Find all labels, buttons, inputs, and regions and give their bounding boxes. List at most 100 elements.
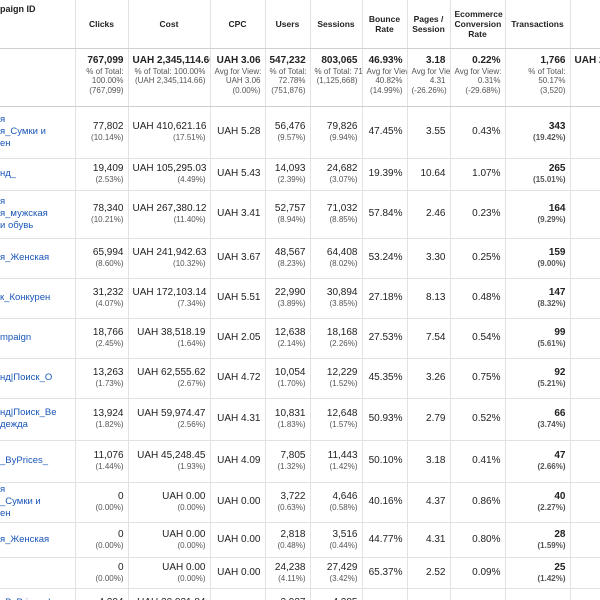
metric-value: 10,831: [274, 408, 306, 420]
campaign-link[interactable]: _Сумки и: [0, 496, 41, 507]
metric-value: 14,093: [274, 163, 306, 175]
metric-value: 2.46: [426, 208, 446, 219]
metric-value: 0: [117, 528, 124, 540]
metric-cell: UAH 105,295.03 (4.49%): [127, 158, 210, 191]
metric-value: 4.31: [426, 533, 446, 545]
campaign-link[interactable]: я_Женская: [0, 533, 50, 545]
metric-value: 99: [554, 327, 566, 339]
metric-share: (3.42%): [329, 573, 358, 583]
totals-cell: 1,766% of Total: 50.17% (3,520): [504, 48, 570, 107]
metric-cell: 3.55: [406, 106, 450, 159]
campaign-link[interactable]: _ByPrices_I: [0, 597, 71, 600]
metric-share: (0.00%): [177, 540, 206, 550]
total-note: (751,876): [271, 85, 306, 95]
total-note: (0.00%): [232, 85, 261, 95]
campaign-link[interactable]: ен: [0, 508, 11, 519]
total-note: % of Total: 71.34%: [314, 66, 363, 76]
metric-cell: UAH 410,621.16 (17.51%): [127, 106, 210, 159]
metric-value: UAH 2.05: [217, 332, 261, 343]
metric-value: 45.35%: [368, 372, 403, 383]
campaign-link[interactable]: ен: [0, 138, 11, 149]
metric-cell: 92 (5.21%): [504, 358, 570, 399]
campaign-link[interactable]: я_мужская: [0, 208, 48, 219]
total-note: (767,099): [89, 85, 124, 95]
metric-share: (4.49%): [177, 175, 206, 185]
header-cell: Ecommerce Conversion Rate: [449, 0, 505, 49]
total-note: (UAH 2,345,114.66): [134, 76, 206, 85]
metric-share: (4.11%): [278, 573, 306, 583]
metric-value: 0.09%: [472, 566, 501, 578]
metric-cell: 71,032 (8.85%): [309, 190, 362, 239]
campaign-link[interactable]: я: [0, 114, 6, 125]
column-header[interactable]: Pages / Session: [412, 13, 445, 34]
header-cell: Users: [264, 0, 310, 49]
metric-share: (0.44%): [329, 540, 358, 550]
metric-value: UAH 38,518.19: [137, 327, 206, 339]
metric-value: 3.55: [426, 126, 446, 137]
metric-cell: 10.64: [406, 158, 450, 191]
metric-cell: 25 (1.42%): [504, 557, 570, 589]
campaign-link[interactable]: я: [0, 196, 6, 207]
data-row: нд_ 19,409 (2.53%) UAH 105,295.03 (4.49%) UAH…: [0, 158, 600, 191]
metric-cell: 0.48%: [449, 278, 505, 319]
metric-cell: UAH 4.09: [209, 440, 265, 483]
metric-cell: 53.24%: [361, 238, 407, 279]
metric-value: 11,443: [327, 450, 358, 462]
metric-cell: 7,805 (1.32%): [264, 440, 310, 483]
metric-share: (8.23%): [277, 259, 306, 269]
campaign-cell: нд|Поиск_Ве дежда: [0, 398, 75, 441]
metric-share: (1.52%): [329, 379, 358, 389]
campaign-link[interactable]: и обувь: [0, 220, 34, 231]
column-header[interactable]: paign ID: [0, 4, 36, 14]
column-header[interactable]: Sessions: [317, 18, 355, 29]
metric-value: 3.26: [426, 372, 446, 383]
metric-share: (1.57%): [329, 420, 358, 430]
metric-share: (0.00%): [177, 573, 206, 583]
metric-value: 77,802: [92, 121, 124, 133]
campaign-link[interactable]: я_Женская: [0, 252, 50, 263]
metric-cell: 11,443 (1.42%): [309, 440, 362, 483]
metric-cell: UAH 5.43: [209, 158, 265, 191]
metric-value: UAH 62,555.62: [137, 367, 206, 379]
metric-cell: 0 (0.00%): [74, 482, 128, 523]
metric-cell: 24,682 (3.07%): [309, 158, 362, 191]
metric-value: 1.07%: [472, 168, 501, 179]
metric-cell: 44.77%: [361, 522, 407, 558]
column-header[interactable]: Bounce Rate: [368, 13, 401, 34]
column-header[interactable]: Users: [275, 18, 300, 29]
header-cell: Clicks: [74, 0, 128, 49]
column-header[interactable]: Ecommerce Conversion Rate: [454, 8, 503, 39]
metric-share: (3.07%): [329, 175, 358, 185]
campaign-link[interactable]: дежда: [0, 419, 28, 430]
column-header[interactable]: Cost: [159, 18, 179, 29]
campaign-link[interactable]: к_Конкурен: [0, 292, 51, 303]
data-row: я_Женская 65,994 (8.60%) UAH 241,942.63 (10.…: [0, 238, 600, 279]
campaign-link[interactable]: mpaign: [0, 332, 32, 343]
metric-value: 64,408: [326, 247, 358, 259]
campaign-link[interactable]: нд|Поиск_О: [0, 372, 53, 383]
total-note: (-29.68%): [465, 85, 501, 95]
total-note: Avg for View:: [411, 66, 451, 76]
column-header[interactable]: CPC: [228, 18, 247, 29]
metric-value: UAH 410,621.16: [132, 121, 207, 133]
totals-cell: UAH 2: [569, 48, 600, 107]
campaign-link[interactable]: нд|Поиск_Ве: [0, 407, 57, 418]
metric-cell: UAH 172,103.14 (7.34%): [127, 278, 210, 319]
metric-cell: [569, 318, 600, 359]
campaign-link[interactable]: я_Сумки и: [0, 126, 46, 137]
metric-share: (5.61%): [537, 339, 566, 349]
metric-cell: 66 (3.74%): [504, 398, 570, 441]
metric-value: 0.54%: [472, 332, 501, 343]
column-header[interactable]: Clicks: [88, 18, 115, 29]
metric-value: 2.79: [426, 413, 446, 424]
campaign-link[interactable]: нд_: [0, 168, 17, 179]
metric-cell: [569, 588, 600, 600]
campaign-link[interactable]: _ByPrices_: [0, 455, 49, 466]
metric-share: (1.70%): [277, 379, 306, 389]
metric-value: 27,429: [326, 561, 358, 573]
metric-cell: 2,818 (0.48%): [264, 522, 310, 558]
column-header[interactable]: Transactions: [511, 18, 564, 29]
metric-share: (5.21%): [537, 379, 566, 389]
campaign-link[interactable]: я: [0, 484, 6, 495]
metric-cell: 12,648 (1.57%): [309, 398, 362, 441]
